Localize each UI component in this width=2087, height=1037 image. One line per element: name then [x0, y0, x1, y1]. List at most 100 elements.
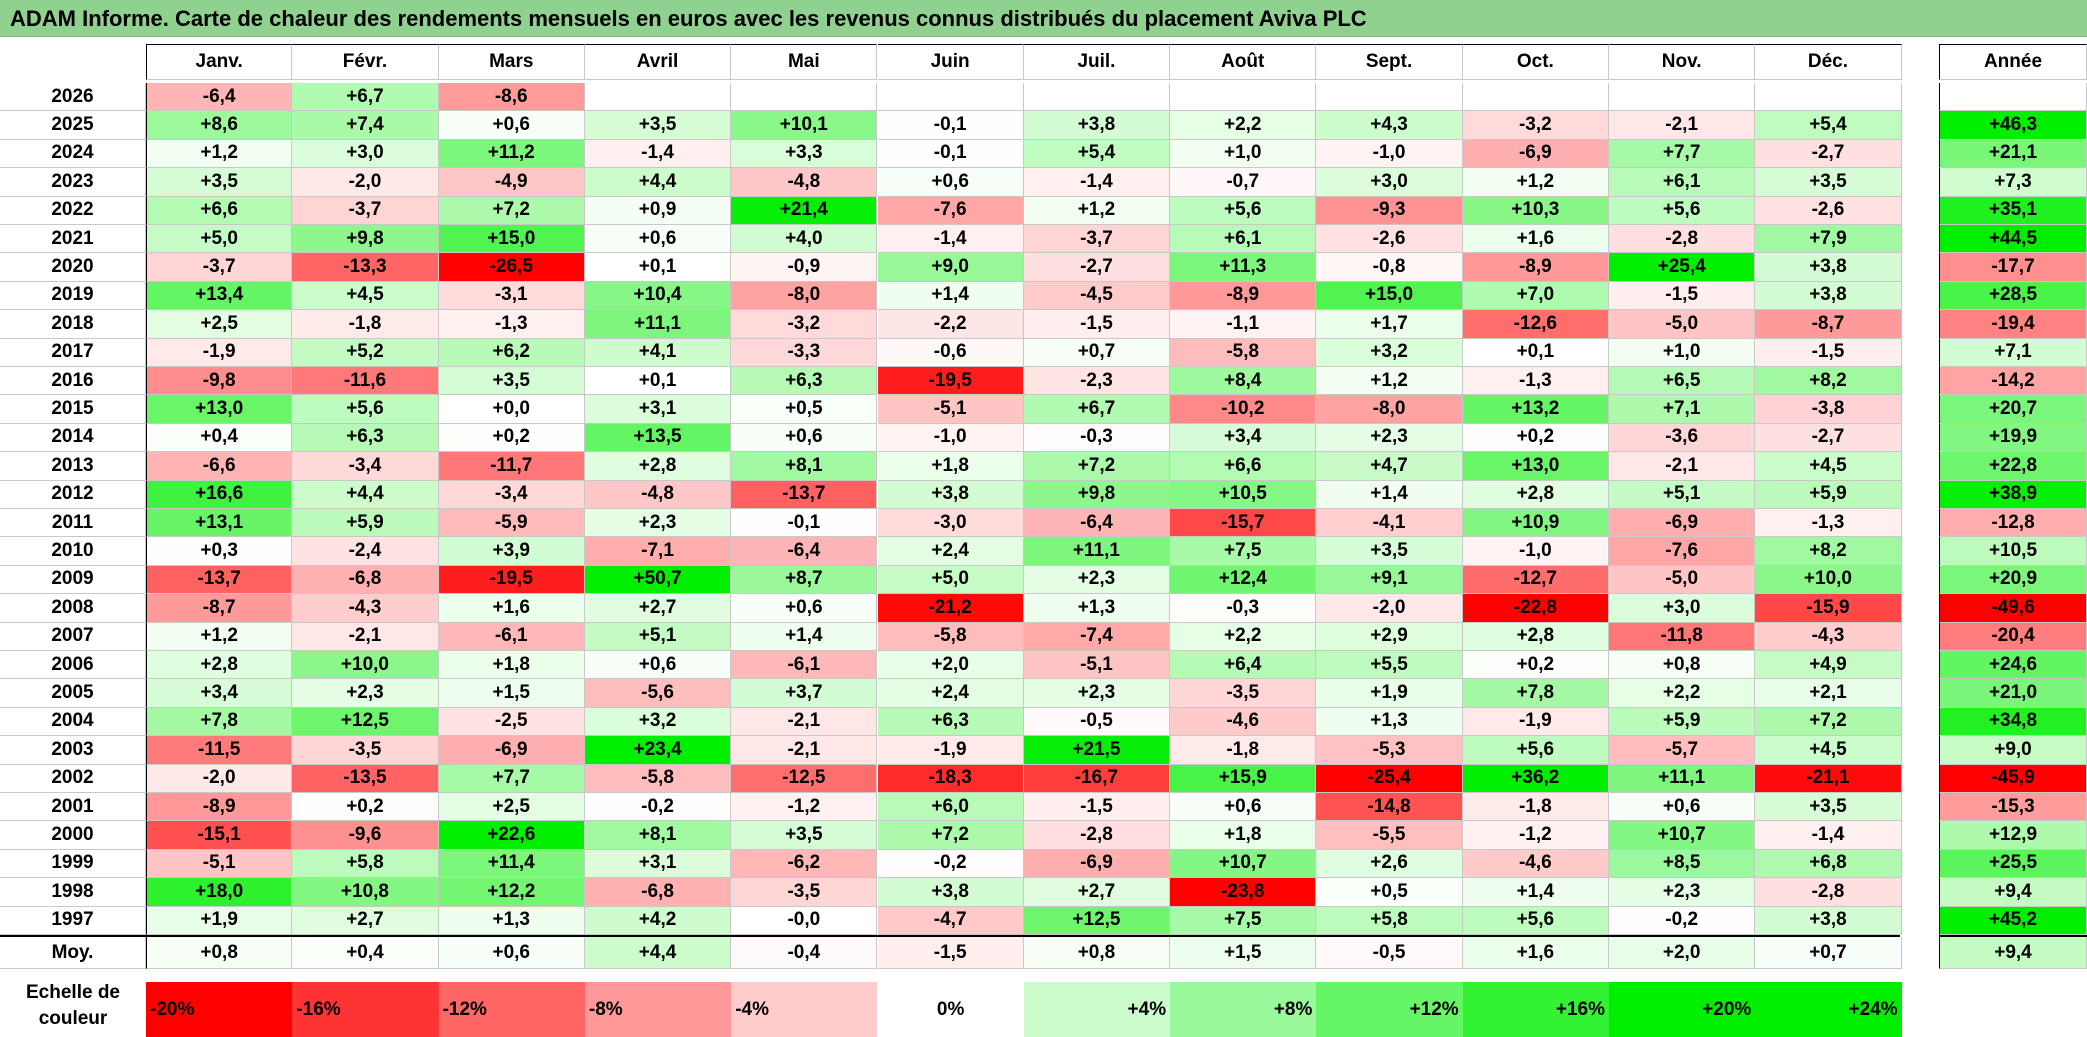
annual-cell: +45,2 [1939, 906, 2087, 935]
year-label: 2002 [0, 764, 146, 793]
heatmap-cell: +23,4 [584, 736, 732, 765]
annual-cell: +12,9 [1939, 821, 2087, 850]
heatmap-cell: -7,4 [1023, 622, 1171, 651]
year-label: 2009 [0, 565, 146, 595]
heatmap-cell: +6,7 [1023, 395, 1171, 424]
heatmap-cell: -2,4 [292, 537, 439, 566]
heatmap-cell: -2,1 [731, 707, 878, 737]
year-label: 2015 [0, 395, 146, 424]
heatmap-cell: +12,5 [1023, 906, 1171, 935]
heatmap-cell: -0,2 [877, 849, 1024, 879]
heatmap-cell: +6,5 [1609, 367, 1756, 396]
year-label: 2000 [0, 821, 146, 850]
year-label: 2023 [0, 168, 146, 197]
heatmap-cell: +25,4 [1609, 253, 1756, 282]
heatmap-cell: -12,6 [1462, 310, 1609, 339]
heatmap-cell: +13,4 [146, 281, 293, 311]
heatmap-cell [1609, 83, 1756, 112]
year-label: 2024 [0, 139, 146, 169]
heatmap-cell: +3,4 [146, 679, 293, 708]
heatmap-cell: +3,4 [1170, 423, 1317, 453]
heatmap-cell: +7,5 [1170, 906, 1317, 935]
heatmap-cell: -2,0 [146, 764, 293, 793]
heatmap-cell: +7,9 [1755, 225, 1902, 254]
annual-cell: -12,8 [1939, 509, 2087, 538]
heatmap-cell: -2,1 [1609, 111, 1756, 140]
heatmap-cell: -6,8 [292, 565, 439, 595]
heatmap-cell: +7,1 [1609, 395, 1756, 424]
heatmap-cell: -5,7 [1609, 736, 1756, 765]
heatmap-cell: -8,7 [146, 594, 293, 623]
heatmap-cell: +6,8 [1755, 849, 1902, 879]
heatmap-cell: +3,7 [731, 679, 878, 708]
heatmap-cell: +8,2 [1755, 537, 1902, 566]
heatmap-cell: +4,2 [584, 906, 732, 935]
heatmap-cell: -5,8 [877, 622, 1024, 651]
heatmap-cell: -4,5 [1023, 281, 1171, 311]
heatmap-cell: -2,7 [1755, 423, 1902, 453]
heatmap-cell: -6,8 [584, 878, 732, 907]
heatmap-cell: +10,4 [584, 281, 732, 311]
heatmap-cell: +3,5 [584, 111, 732, 140]
heatmap-cell: -9,8 [146, 367, 293, 396]
heatmap-cell: +7,7 [438, 764, 585, 793]
heatmap-cell: +0,6 [877, 168, 1024, 197]
heatmap-cell: +2,0 [877, 651, 1024, 680]
heatmap-cell: +6,4 [1170, 651, 1317, 680]
heatmap-cell: -6,1 [731, 651, 878, 680]
annual-cell: -19,4 [1939, 310, 2087, 339]
heatmap-cell: -6,4 [1023, 509, 1171, 538]
heatmap-cell: +5,9 [292, 509, 439, 538]
heatmap-cell: -2,1 [1609, 452, 1756, 481]
heatmap-cell [1316, 83, 1463, 112]
heatmap-cell: +11,3 [1170, 253, 1317, 282]
heatmap-cell: +5,8 [1316, 906, 1463, 935]
heatmap-cell: -3,4 [438, 480, 585, 509]
heatmap-cell: +0,5 [731, 395, 878, 424]
heatmap-cell: +3,2 [584, 707, 732, 737]
heatmap-cell: -1,3 [438, 310, 585, 339]
month-header: Déc. [1755, 44, 1902, 80]
heatmap-cell: +1,6 [438, 594, 585, 623]
heatmap-cell: +3,8 [1755, 253, 1902, 282]
year-label: 2004 [0, 707, 146, 737]
heatmap-cell: -15,9 [1755, 594, 1902, 623]
year-label: 2025 [0, 111, 146, 140]
heatmap-cell: +1,3 [438, 906, 585, 935]
annual-cell: +46,3 [1939, 111, 2087, 140]
heatmap-cell: -23,8 [1170, 878, 1317, 907]
heatmap-cell: +6,3 [731, 367, 878, 396]
average-separator [0, 935, 1900, 937]
heatmap-cell: +1,7 [1316, 310, 1463, 339]
heatmap-cell: +4,1 [584, 338, 732, 367]
heatmap-cell: +21,5 [1023, 736, 1171, 765]
heatmap-cell: -3,3 [731, 338, 878, 367]
heatmap-cell: -4,6 [1462, 849, 1609, 879]
heatmap-cell: +5,6 [292, 395, 439, 424]
heatmap-cell: +5,2 [292, 338, 439, 367]
heatmap-cell: +0,4 [146, 423, 293, 453]
annual-cell: +22,8 [1939, 452, 2087, 481]
heatmap-cell: +5,4 [1755, 111, 1902, 140]
heatmap-cell: +12,4 [1170, 565, 1317, 595]
heatmap-cell: +2,1 [1755, 679, 1902, 708]
month-header: Mars [438, 44, 585, 80]
heatmap-cell: +0,7 [1023, 338, 1171, 367]
annual-cell: +38,9 [1939, 480, 2087, 509]
heatmap-cell: -3,2 [1462, 111, 1609, 140]
heatmap-cell: +22,6 [438, 821, 585, 850]
heatmap-cell: -6,4 [146, 83, 293, 112]
heatmap-cell: -2,1 [292, 622, 439, 651]
color-scale-stop: -4% [731, 982, 878, 1037]
heatmap-cell: +2,3 [584, 509, 732, 538]
heatmap-cell: -1,0 [877, 423, 1024, 453]
heatmap-cell: +5,8 [292, 849, 439, 879]
heatmap-cell: -5,1 [1023, 651, 1171, 680]
heatmap-cell: +7,8 [146, 707, 293, 737]
year-label: 2006 [0, 651, 146, 680]
heatmap-cell: +4,4 [584, 168, 732, 197]
heatmap-cell: +7,5 [1170, 537, 1317, 566]
heatmap-cell: +1,9 [1316, 679, 1463, 708]
annual-cell: +21,0 [1939, 679, 2087, 708]
heatmap-cell: +2,5 [146, 310, 293, 339]
